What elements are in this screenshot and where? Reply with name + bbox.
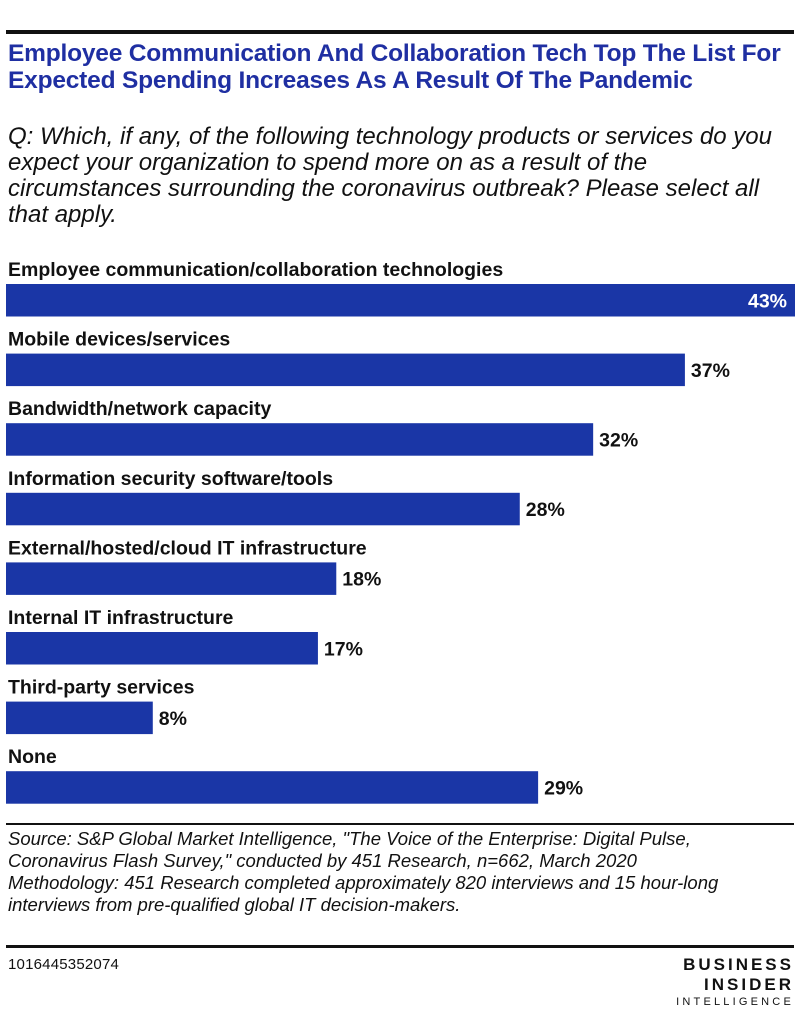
logo-line-business: BUSINESS xyxy=(683,955,794,974)
value-label: 8% xyxy=(159,708,187,730)
category-label: Employee communication/collaboration tec… xyxy=(8,259,503,281)
value-label: 29% xyxy=(544,777,583,799)
category-label: Mobile devices/services xyxy=(8,329,230,351)
value-label: 37% xyxy=(691,360,730,382)
bar xyxy=(6,423,594,456)
bar xyxy=(6,632,318,665)
source-text: Source: S&P Global Market Intelligence, … xyxy=(8,828,691,871)
category-label: Internal IT infrastructure xyxy=(8,607,234,629)
bar xyxy=(6,492,520,526)
value-label: 18% xyxy=(342,569,381,591)
value-label: 32% xyxy=(599,429,638,451)
bottom-rule xyxy=(6,945,794,948)
category-label: Bandwidth/network capacity xyxy=(8,398,271,420)
source-note: Source: S&P Global Market Intelligence, … xyxy=(8,828,793,916)
category-label: None xyxy=(8,746,57,768)
survey-question: Q: Which, if any, of the following techn… xyxy=(8,123,772,228)
bar xyxy=(6,701,153,735)
bar xyxy=(6,771,539,804)
bar xyxy=(6,284,795,317)
chart-title: Employee Communication And Collaboration… xyxy=(8,40,781,94)
bar xyxy=(6,353,685,387)
logo-line-insider: INSIDER xyxy=(704,975,794,994)
methodology-text: Methodology: 451 Research completed appr… xyxy=(8,872,719,915)
value-label: 17% xyxy=(324,638,363,660)
category-label: Information security software/tools xyxy=(8,468,333,490)
value-label: 43% xyxy=(748,290,787,312)
category-label: External/hosted/cloud IT infrastructure xyxy=(8,537,367,559)
top-rule xyxy=(6,30,794,34)
chart-id: 1016445352074 xyxy=(8,956,120,973)
divider-rule xyxy=(6,823,794,825)
category-label: Third-party services xyxy=(8,677,195,699)
bar xyxy=(6,562,337,595)
value-label: 28% xyxy=(526,499,565,521)
logo-line-intelligence: INTELLIGENCE xyxy=(676,996,794,1008)
bar-chart: Employee communication/collaboration tec… xyxy=(6,259,795,804)
business-insider-logo: BUSINESS INSIDER INTELLIGENCE xyxy=(634,955,794,1009)
